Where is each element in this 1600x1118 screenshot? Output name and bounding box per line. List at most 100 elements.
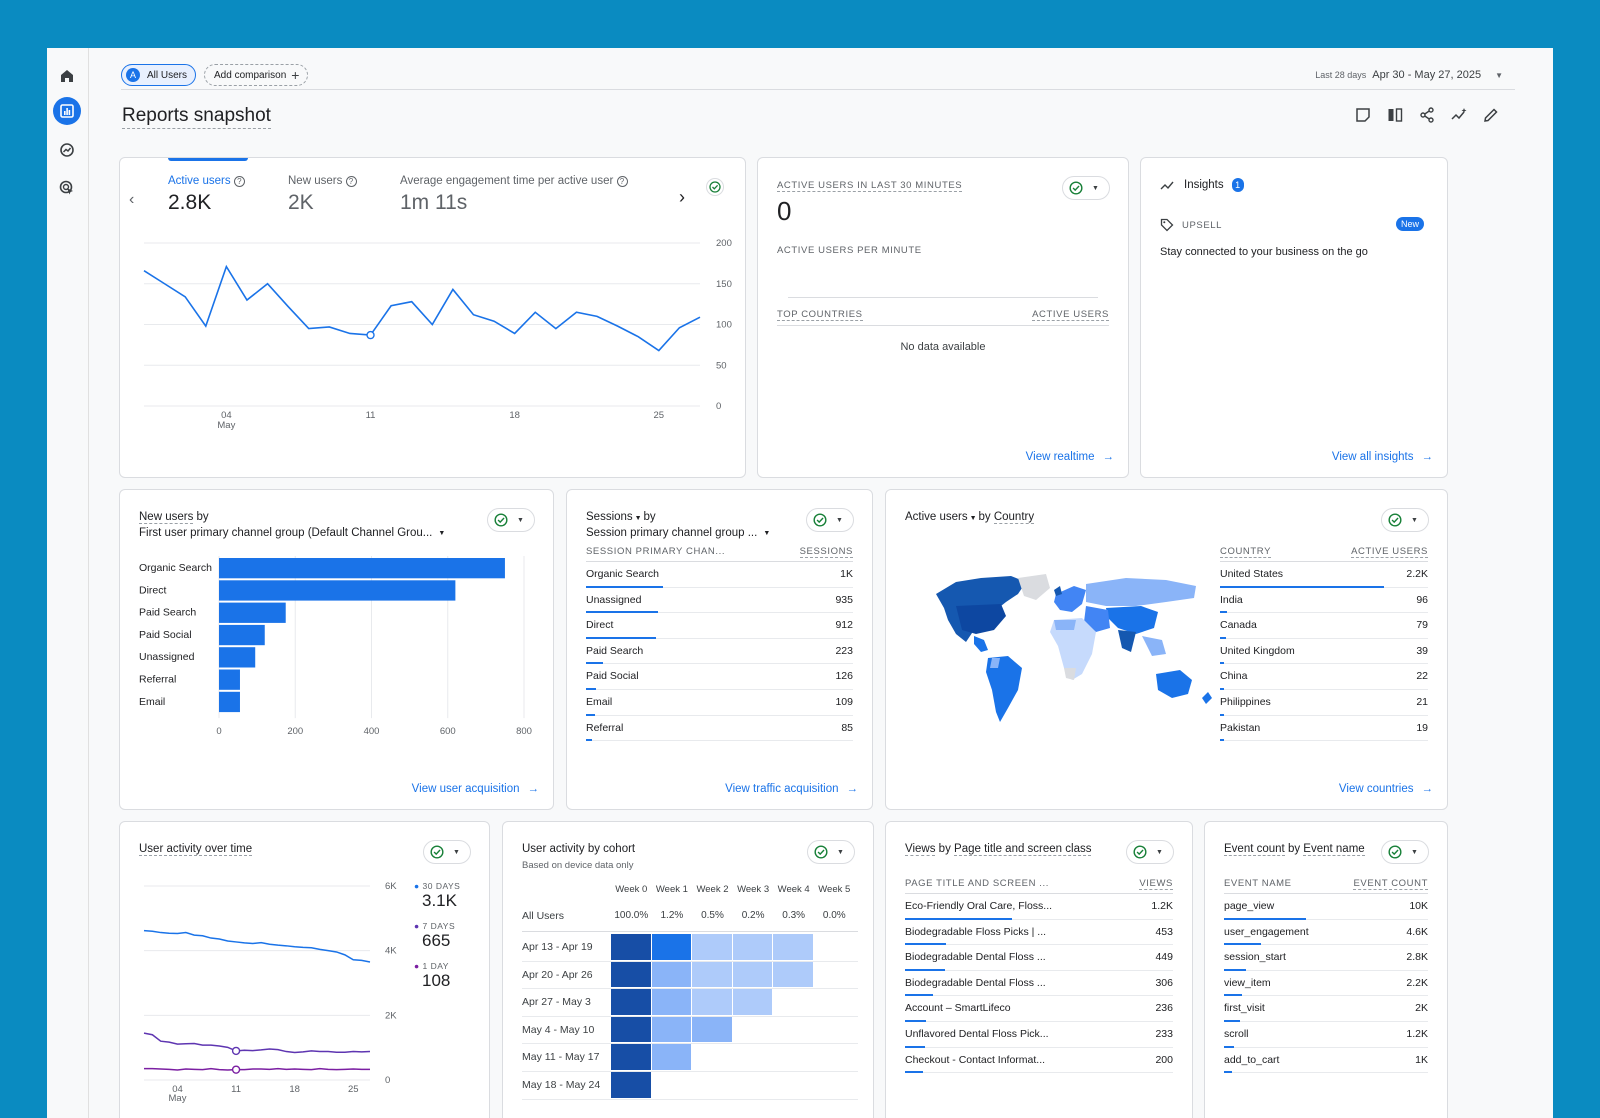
help-icon[interactable]: ? [345,176,357,187]
title-metric[interactable]: Views [905,843,936,856]
cohort-cell [651,1044,692,1070]
row-share-bar [1224,1071,1233,1074]
selected-tab-indicator [168,158,248,161]
table-row[interactable]: add_to_cart 1K [1224,1048,1428,1074]
link-label: View all insights [1331,451,1414,463]
table-row[interactable]: India 96 [1220,588,1428,614]
cohort-cell [651,989,692,1015]
help-icon[interactable]: ? [616,176,628,187]
new-badge: New [1395,217,1424,231]
week-header: Week 2 [696,884,729,895]
compare-icon[interactable] [1385,105,1405,125]
table-row[interactable]: United Kingdom 39 [1220,639,1428,665]
metric-tab-engagement[interactable]: Average engagement time per active user … [400,175,628,215]
table-row[interactable]: Pakistan 19 [1220,716,1428,742]
table-row[interactable]: first_visit 2K [1224,996,1428,1022]
row-divider [522,988,858,990]
all-users-chip[interactable]: A All Users [121,64,197,86]
table-row[interactable]: Account – SmartLifeco 236 [905,996,1173,1022]
views-card: Views by Page title and screen class ▼ P… [885,821,1193,1118]
card-options-button[interactable]: ▼ [806,508,854,532]
view-all-insights-link[interactable]: View all insights → [1332,451,1433,463]
edit-icon[interactable] [1481,105,1501,125]
card-options-button[interactable]: ▼ [487,508,535,532]
table-row[interactable]: Unflavored Dental Floss Pick... 233 [905,1022,1173,1048]
home-icon[interactable] [53,62,81,90]
view-user-acquisition-link[interactable]: View user acquisition → [412,783,539,795]
title-dimension[interactable]: Page title and screen class [954,843,1092,856]
table-row[interactable]: Biodegradable Dental Floss ... 306 [905,971,1173,997]
table-row[interactable]: Eco-Friendly Oral Care, Floss... 1.2K [905,894,1173,920]
y-tick-label: 0 [716,401,721,412]
table-row[interactable]: Direct 912 [586,613,853,639]
table-row[interactable]: Philippines 21 [1220,690,1428,716]
view-countries-link[interactable]: View countries → [1339,783,1433,795]
row-value: 453 [1155,925,1173,938]
title-dimension[interactable]: Country [993,511,1035,524]
view-traffic-acquisition-link[interactable]: View traffic acquisition → [725,783,858,795]
advertising-icon[interactable] [53,174,81,202]
title-metric[interactable]: Event count [1224,843,1285,856]
week-header: Week 0 [615,884,648,895]
metric-tab-new-users[interactable]: New users ? 2K [288,175,357,215]
dimension-selector[interactable]: Session primary channel group ... ▼ [586,527,770,539]
x-tick-label: 600 [440,726,456,737]
cohort-row-label: May 4 - May 10 [522,1023,595,1036]
chevron-right-icon[interactable]: › [679,187,685,207]
table-row[interactable]: session_start 2.8K [1224,945,1428,971]
explore-icon[interactable] [53,136,81,164]
share-icon[interactable] [1417,105,1437,125]
cohort-cell [732,989,773,1015]
bar [219,669,240,690]
row-label: Canada [1220,619,1257,632]
help-icon[interactable]: ? [233,176,245,187]
title-dimension[interactable]: Event name [1303,843,1365,856]
table-row[interactable]: Organic Search 1K [586,562,853,588]
card-options-button[interactable]: ▼ [1381,840,1429,864]
card-options-button[interactable]: ▼ [1062,176,1110,200]
caret-down-icon: ▼ [967,515,979,522]
table-row[interactable]: user_engagement 4.6K [1224,920,1428,946]
dimension-selector[interactable]: First user primary channel group (Defaul… [139,527,445,539]
table-row[interactable]: Biodegradable Dental Floss ... 449 [905,945,1173,971]
chevron-left-icon[interactable]: ‹ [129,191,135,208]
category-label: Direct [139,584,167,596]
reports-icon[interactable] [53,97,81,125]
table-row[interactable]: Referral 85 [586,716,853,742]
view-realtime-link[interactable]: View realtime → [1026,451,1114,463]
table-row[interactable]: Paid Search 223 [586,639,853,665]
cohort-cell [773,961,813,988]
table-row[interactable]: China 22 [1220,664,1428,690]
table-row[interactable]: scroll 1.2K [1224,1022,1428,1048]
table-row[interactable]: Paid Social 126 [586,664,853,690]
card-title: Views by Page title and screen class [905,843,1092,856]
card-options-button[interactable]: ▼ [1381,508,1429,532]
table-row[interactable]: Biodegradable Floss Picks | ... 453 [905,920,1173,946]
link-label: View realtime [1025,451,1095,463]
insight-text[interactable]: Stay connected to your business on the g… [1160,246,1368,258]
card-options-button[interactable]: ▼ [1126,840,1174,864]
table-row[interactable]: Checkout - Contact Informat... 200 [905,1048,1173,1074]
title-metric[interactable]: Active users [905,511,968,523]
title-metric[interactable]: Sessions [586,511,633,523]
insights-count-badge: 1 [1231,178,1244,192]
table-row[interactable]: Email 109 [586,690,853,716]
date-range-picker[interactable]: Last 28 days Apr 30 - May 27, 2025 ▼ [1315,69,1503,81]
table-row[interactable]: view_item 2.2K [1224,971,1428,997]
check-circle-icon[interactable] [706,178,724,196]
title-metric[interactable]: New users [139,511,194,524]
metric-tab-active-users[interactable]: Active users ? 2.8K [168,175,245,215]
table-row[interactable]: page_view 10K [1224,894,1428,920]
card-options-button[interactable]: ▼ [807,840,855,864]
card-options-button[interactable]: ▼ [423,840,471,864]
add-comparison-button[interactable]: Add comparison + [204,64,309,86]
table-row[interactable]: Canada 79 [1220,613,1428,639]
week-header: Week 4 [777,884,810,895]
dimension-label: Session primary channel group ... [586,527,758,539]
table-row[interactable]: United States 2.2K [1220,562,1428,588]
customize-report-icon[interactable] [1353,105,1373,125]
insights-icon[interactable] [1449,105,1469,125]
sessions-card: Sessions ▼ by Session primary channel gr… [566,489,873,810]
table-row[interactable]: Unassigned 935 [586,588,853,614]
card-title[interactable]: User activity over time [139,843,253,856]
